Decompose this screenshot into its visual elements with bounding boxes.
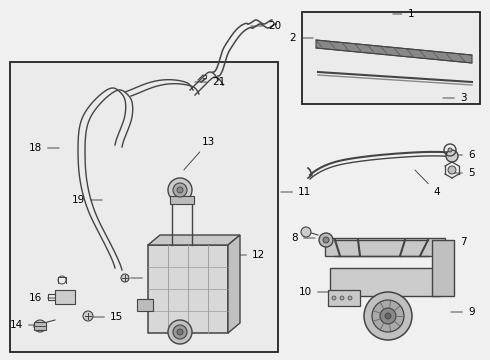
Circle shape [446,150,458,162]
Text: 17: 17 [131,273,161,283]
Bar [325,238,445,256]
Circle shape [168,178,192,202]
Circle shape [340,296,344,300]
Circle shape [319,233,333,247]
Text: 20: 20 [251,21,281,31]
Text: 10: 10 [299,287,329,297]
Text: 21: 21 [195,77,225,87]
Circle shape [121,274,129,282]
Text: 16: 16 [29,293,59,303]
Circle shape [385,313,391,319]
Bar [55,290,75,304]
Bar [34,322,46,330]
Bar [10,62,278,352]
Circle shape [83,311,93,321]
Circle shape [177,329,183,335]
Circle shape [301,227,311,237]
Bar [148,245,228,333]
Circle shape [448,166,456,174]
Polygon shape [228,235,240,333]
Bar [302,12,480,104]
Circle shape [177,187,183,193]
Circle shape [323,237,329,243]
Circle shape [173,325,187,339]
Bar [170,196,194,204]
Text: 13: 13 [184,137,215,170]
Circle shape [173,183,187,197]
Text: 3: 3 [443,93,466,103]
Polygon shape [148,235,240,245]
Text: 7: 7 [443,237,466,247]
Text: 8: 8 [292,233,315,243]
Text: 6: 6 [451,150,475,160]
Bar [330,268,440,296]
Text: 15: 15 [93,312,123,322]
Circle shape [448,148,452,152]
Text: 5: 5 [451,168,475,178]
Text: 14: 14 [10,320,40,330]
Circle shape [372,300,404,332]
Text: 11: 11 [281,187,311,197]
Text: 1: 1 [393,9,414,19]
Polygon shape [316,40,472,63]
Bar [432,240,454,296]
Circle shape [364,292,412,340]
Circle shape [34,320,46,332]
Circle shape [348,296,352,300]
Bar [137,299,153,311]
Circle shape [380,308,396,324]
Text: 4: 4 [415,170,440,197]
Text: 2: 2 [290,33,313,43]
Text: 12: 12 [235,250,265,260]
Text: 9: 9 [451,307,475,317]
Text: 19: 19 [72,195,102,205]
Circle shape [332,296,336,300]
Bar [328,290,360,306]
Circle shape [168,320,192,344]
Text: 18: 18 [29,143,59,153]
